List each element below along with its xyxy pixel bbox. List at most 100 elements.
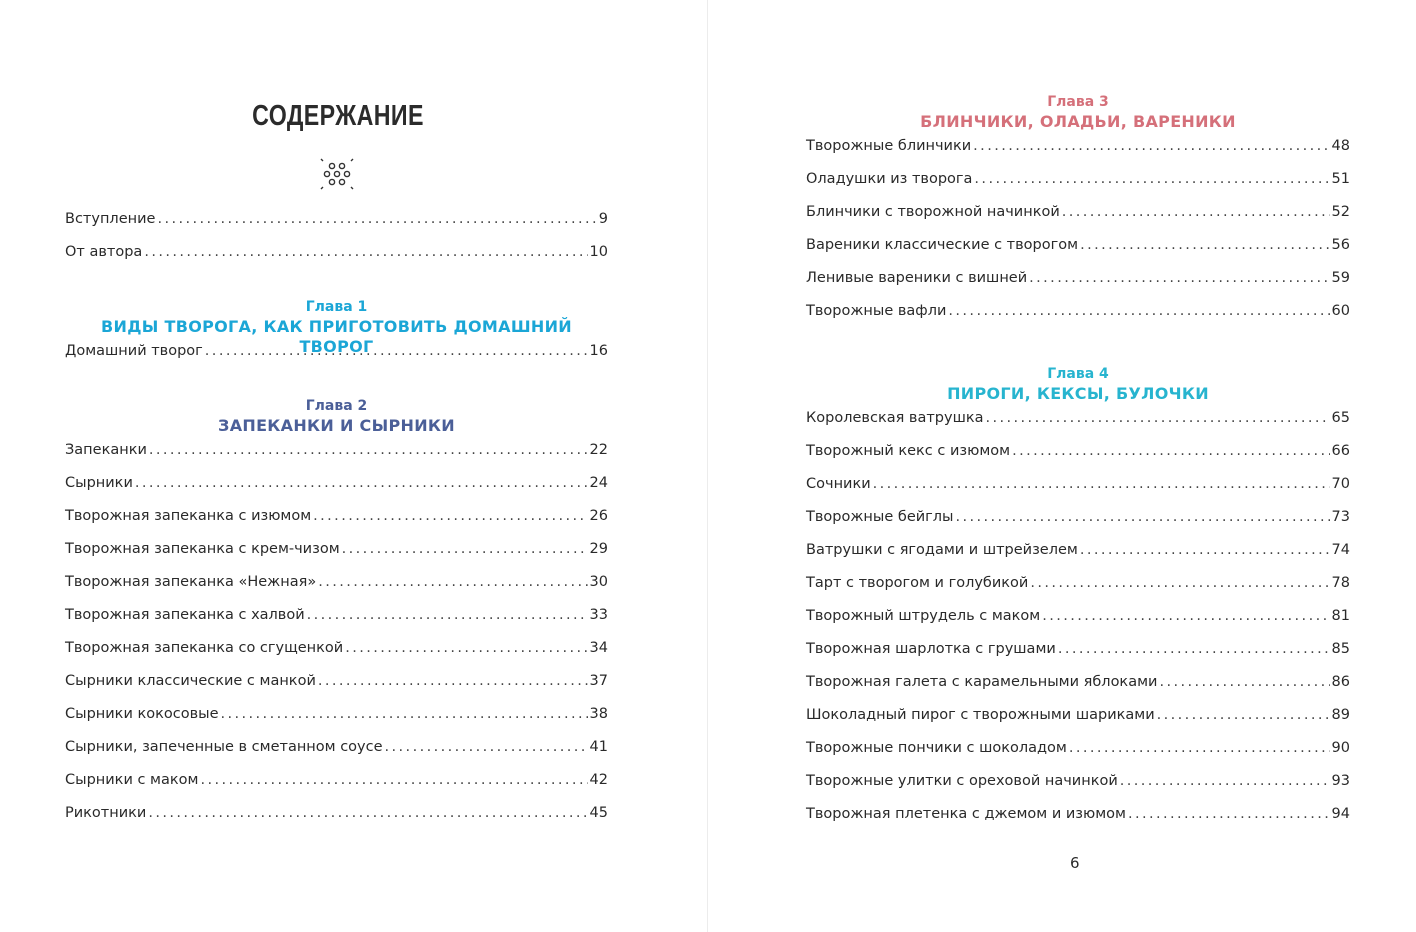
toc-entry[interactable]: Запеканки 22 [65,442,608,475]
toc-entry[interactable]: Сырники, запеченные в сметанном соусе 41 [65,739,608,772]
entry-page: 74 [1331,542,1350,558]
entry-page: 94 [1331,806,1350,822]
entry-title: Шоколадный пирог с творожными шариками [806,707,1155,723]
toc-entry[interactable]: Сырники 24 [65,475,608,508]
dot-leader [1120,773,1330,789]
toc-entry[interactable]: Творожные улитки с ореховой начинкой 93 [806,773,1350,806]
entry-page: 65 [1331,410,1350,426]
entry-title: Творожная галета с карамельными яблоками [806,674,1158,690]
toc-entry[interactable]: Домашний творог 16 [65,343,608,376]
entry-title: Ватрушки с ягодами и штрейзелем [806,542,1078,558]
toc-entry[interactable]: Творожный штрудель с маком 81 [806,608,1350,641]
entry-title: Творожная запеканка «Нежная» [65,574,317,590]
toc-entry[interactable]: Ватрушки с ягодами и штрейзелем 74 [806,542,1350,575]
toc-entry[interactable]: Рикотники 45 [65,805,608,838]
entry-page: 33 [589,607,608,623]
entry-page: 38 [589,706,608,722]
dot-leader [1042,608,1329,624]
toc-entry[interactable]: Сочники 70 [806,476,1350,509]
entry-title: Королевская ватрушка [806,410,984,426]
toc-entry[interactable]: От автора 10 [65,244,608,277]
toc-entry[interactable]: Творожные пончики с шоколадом 90 [806,740,1350,773]
entry-title: Творожные улитки с ореховой начинкой [806,773,1118,789]
chapter-title: БЛИНЧИКИ, ОЛАДЬИ, ВАРЕНИКИ [920,112,1236,131]
chapter-label: Глава 2 [305,398,368,414]
entry-page: 42 [589,772,608,788]
entry-title: Творожная запеканка с изюмом [65,508,312,524]
dot-leader [1058,641,1330,657]
toc-entry[interactable]: Творожная запеканка с изюмом 26 [65,508,608,541]
toc-entry[interactable]: Творожная запеканка с крем-чизом 29 [65,541,608,574]
ornament-icon [320,158,354,190]
dot-leader [1030,575,1329,591]
chapter-label: Глава 3 [1047,94,1109,110]
entry-title: Творожная шарлотка с грушами [806,641,1056,657]
entry-page: 22 [589,442,608,458]
toc-entry[interactable]: Творожный кекс с изюмом 66 [806,443,1350,476]
chapter-title: ЗАПЕКАНКИ И СЫРНИКИ [218,416,455,435]
toc-entry[interactable]: Тарт с творогом и голубикой 78 [806,575,1350,608]
dot-leader [318,673,588,689]
toc-entry[interactable]: Сырники классические с манкой 37 [65,673,608,706]
entry-page: 34 [589,640,608,656]
chapter-2-list: Запеканки 22 Сырники 24 Творожная запеканка … [65,442,608,838]
entry-page: 85 [1331,641,1350,657]
dot-leader [205,343,588,359]
chapter-title: ПИРОГИ, КЕКСЫ, БУЛОЧКИ [947,384,1209,403]
entry-title: Творожные бейглы [806,509,954,525]
entry-title: Вступление [65,211,156,227]
entry-title: От автора [65,244,143,260]
dot-leader [1069,740,1330,756]
entry-title: Вареники классические с творогом [806,237,1079,253]
dot-leader [1080,542,1330,558]
toc-entry[interactable]: Королевская ватрушка 65 [806,410,1350,443]
entry-page: 73 [1331,509,1350,525]
entry-title: Творожная плетенка с джемом и изюмом [806,806,1126,822]
dot-leader [974,171,1329,187]
entry-title: Домашний творог [65,343,203,359]
entry-page: 86 [1331,674,1350,690]
dot-leader [318,574,587,590]
entry-title: Сырники с маком [65,772,199,788]
toc-entry[interactable]: Творожная плетенка с джемом и изюмом 94 [806,806,1350,839]
toc-entry[interactable]: Вареники классические с творогом 56 [806,237,1350,270]
entry-page: 81 [1331,608,1350,624]
book-spine [707,0,708,932]
toc-entry[interactable]: Творожная галета с карамельными яблоками… [806,674,1350,707]
entry-title: Блинчики с творожной начинкой [806,204,1060,220]
toc-entry[interactable]: Сырники кокосовые 38 [65,706,608,739]
dot-leader [144,244,587,260]
toc-entry[interactable]: Творожная шарлотка с грушами 85 [806,641,1350,674]
entry-title: Творожная запеканка со сгущенкой [65,640,344,656]
entry-title: Творожный кекс с изюмом [806,443,1011,459]
dot-leader [135,475,588,491]
toc-entry[interactable]: Сырники с маком 42 [65,772,608,805]
toc-entry[interactable]: Творожные вафли 60 [806,303,1350,336]
dot-leader [345,640,587,656]
entry-page: 70 [1331,476,1350,492]
dot-leader [956,509,1330,525]
entry-page: 60 [1331,303,1350,319]
toc-entry[interactable]: Шоколадный пирог с творожными шариками 89 [806,707,1350,740]
toc-entry[interactable]: Вступление 9 [65,211,608,244]
toc-entry[interactable]: Творожные бейглы 73 [806,509,1350,542]
toc-entry[interactable]: Творожные блинчики 48 [806,138,1350,171]
chapter-label: Глава 1 [305,299,368,315]
toc-entry[interactable]: Оладушки из творога 51 [806,171,1350,204]
chapter-3-heading: Глава 3 БЛИНЧИКИ, ОЛАДЬИ, ВАРЕНИКИ [806,92,1350,132]
entry-page: 59 [1331,270,1350,286]
entry-page: 9 [598,211,608,227]
toc-entry[interactable]: Творожная запеканка со сгущенкой 34 [65,640,608,673]
dot-leader [873,476,1330,492]
entry-page: 30 [589,574,608,590]
dot-leader [1159,674,1329,690]
entry-title: Творожный штрудель с маком [806,608,1041,624]
toc-entry[interactable]: Творожная запеканка с халвой 33 [65,607,608,640]
dot-leader [149,442,588,458]
entry-title: Творожные блинчики [806,138,972,154]
toc-entry[interactable]: Блинчики с творожной начинкой 52 [806,204,1350,237]
toc-entry[interactable]: Творожная запеканка «Нежная» 30 [65,574,608,607]
toc-entry[interactable]: Ленивые вареники с вишней 59 [806,270,1350,303]
entry-title: Тарт с творогом и голубикой [806,575,1029,591]
entry-page: 51 [1331,171,1350,187]
